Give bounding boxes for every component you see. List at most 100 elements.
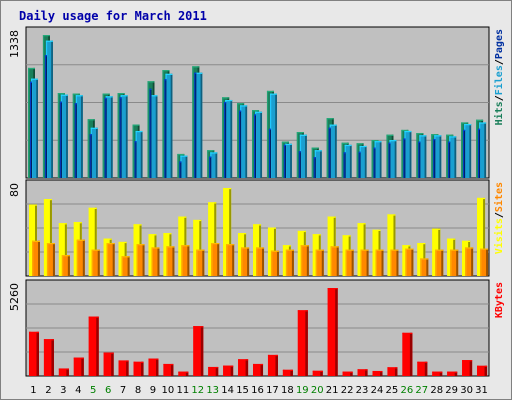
bar-kbytes-day-19 xyxy=(297,310,308,376)
x-tick-label-day-1: 1 xyxy=(30,385,36,396)
bar-files-day-5 xyxy=(90,127,98,178)
bar-files-day-25 xyxy=(389,140,397,178)
bar-sites-day-22 xyxy=(345,249,354,276)
x-tick-label-day-6: 6 xyxy=(105,385,111,396)
bar-sites-day-18 xyxy=(285,249,294,276)
bar-pages-day-7 xyxy=(119,97,122,178)
bar-kbytes-day-7 xyxy=(118,360,129,376)
x-tick-label-day-4: 4 xyxy=(75,385,81,396)
bar-kbytes-day-2 xyxy=(43,339,54,376)
bar-pages-day-14 xyxy=(224,102,227,178)
panel-hits-max-label: 1338 xyxy=(8,30,21,58)
bar-pages-day-24 xyxy=(373,147,376,178)
bar-sites-day-12 xyxy=(196,249,205,276)
bar-pages-day-20 xyxy=(313,157,316,178)
x-tick-label-day-8: 8 xyxy=(135,385,141,396)
bar-sites-day-2 xyxy=(46,243,55,276)
bar-visits-day-3 xyxy=(58,223,67,276)
bar-sites-day-14 xyxy=(226,244,235,276)
bar-files-day-8 xyxy=(135,130,143,178)
bar-pages-day-31 xyxy=(478,128,481,178)
x-tick-label-day-14: 14 xyxy=(221,385,234,396)
bar-files-day-31 xyxy=(479,122,487,178)
bar-kbytes-day-28 xyxy=(432,371,443,376)
bar-kbytes-day-14 xyxy=(223,365,234,376)
x-tick-label-day-23: 23 xyxy=(356,385,369,396)
x-tick-label-day-16: 16 xyxy=(251,385,264,396)
bar-files-day-17 xyxy=(269,93,277,178)
bar-files-day-13 xyxy=(210,152,218,178)
bar-files-day-4 xyxy=(75,95,83,178)
bar-pages-day-6 xyxy=(104,97,107,178)
bar-visits-day-12 xyxy=(193,219,202,276)
bar-pages-day-29 xyxy=(448,141,451,178)
bar-pages-day-25 xyxy=(388,142,391,178)
bar-sites-day-17 xyxy=(270,250,279,276)
bar-visits-day-1 xyxy=(29,204,37,276)
bar-pages-day-28 xyxy=(433,138,436,178)
bar-kbytes-day-1 xyxy=(29,331,39,376)
bar-files-day-22 xyxy=(344,144,352,178)
bar-sites-day-19 xyxy=(300,245,309,276)
bar-files-day-14 xyxy=(225,99,233,178)
x-tick-label-day-10: 10 xyxy=(162,385,175,396)
bar-sites-day-9 xyxy=(151,247,160,276)
bar-files-day-12 xyxy=(195,72,203,178)
x-tick-label-day-19: 19 xyxy=(296,385,309,396)
bar-pages-day-2 xyxy=(44,55,47,178)
bar-kbytes-day-18 xyxy=(282,369,293,376)
bar-files-day-23 xyxy=(359,145,367,178)
bar-files-day-7 xyxy=(120,95,128,178)
bar-files-day-26 xyxy=(404,130,412,178)
bar-visits-day-31 xyxy=(477,197,486,276)
bar-files-day-1 xyxy=(31,78,38,178)
bar-pages-day-26 xyxy=(403,138,406,178)
x-tick-label-day-21: 21 xyxy=(326,385,339,396)
x-tick-label-day-26: 26 xyxy=(400,385,413,396)
x-tick-label-day-25: 25 xyxy=(386,385,399,396)
bar-pages-day-21 xyxy=(328,127,331,178)
bar-visits-day-14 xyxy=(223,188,232,276)
bar-kbytes-day-12 xyxy=(193,326,204,376)
bar-pages-day-27 xyxy=(418,141,421,178)
bar-visits-day-25 xyxy=(387,214,396,276)
bar-pages-day-13 xyxy=(209,156,212,178)
bar-kbytes-day-25 xyxy=(387,367,398,376)
chart-title: Daily usage for March 2011 xyxy=(19,9,207,23)
x-tick-label-day-30: 30 xyxy=(460,385,473,396)
bar-files-day-11 xyxy=(180,155,188,178)
bar-files-day-10 xyxy=(165,73,173,178)
bar-pages-day-8 xyxy=(134,141,137,178)
bar-sites-day-29 xyxy=(450,249,459,276)
bar-files-day-29 xyxy=(449,136,457,178)
bar-kbytes-day-30 xyxy=(462,360,473,376)
bar-kbytes-day-9 xyxy=(148,358,159,376)
bar-pages-day-18 xyxy=(283,144,286,178)
bar-sites-day-25 xyxy=(390,249,399,276)
x-tick-label-day-11: 11 xyxy=(176,385,189,396)
bar-pages-day-23 xyxy=(358,151,361,178)
bar-sites-day-27 xyxy=(420,258,429,276)
legend-entry-4: Pages xyxy=(494,29,505,59)
bar-kbytes-day-10 xyxy=(163,363,174,376)
x-tick-label-day-5: 5 xyxy=(90,385,96,396)
bar-kbytes-day-13 xyxy=(208,366,219,376)
bar-sites-day-28 xyxy=(435,249,444,276)
bar-sites-day-11 xyxy=(181,245,190,276)
x-tick-label-day-31: 31 xyxy=(475,385,488,396)
bar-pages-day-19 xyxy=(298,151,301,178)
legend-entry-2: Files xyxy=(493,65,505,95)
bar-pages-day-16 xyxy=(254,114,257,178)
panel-kbytes-bars xyxy=(29,288,488,376)
bar-files-day-20 xyxy=(314,150,322,178)
bar-files-day-3 xyxy=(60,94,68,178)
bar-kbytes-day-15 xyxy=(238,359,249,376)
x-tick-label-day-13: 13 xyxy=(206,385,219,396)
bar-files-day-30 xyxy=(464,124,472,178)
panel-kbytes-max-label: 5260 xyxy=(8,283,21,311)
bar-sites-day-31 xyxy=(480,248,489,276)
x-tick-label-day-18: 18 xyxy=(281,385,294,396)
x-axis-labels: 1 2 3 4 5 6 7 8 9 10 11 12 13 14 15 16 17 18 19 20 21 22 23 24 2… xyxy=(30,385,488,396)
bar-pages-day-17 xyxy=(268,128,271,178)
